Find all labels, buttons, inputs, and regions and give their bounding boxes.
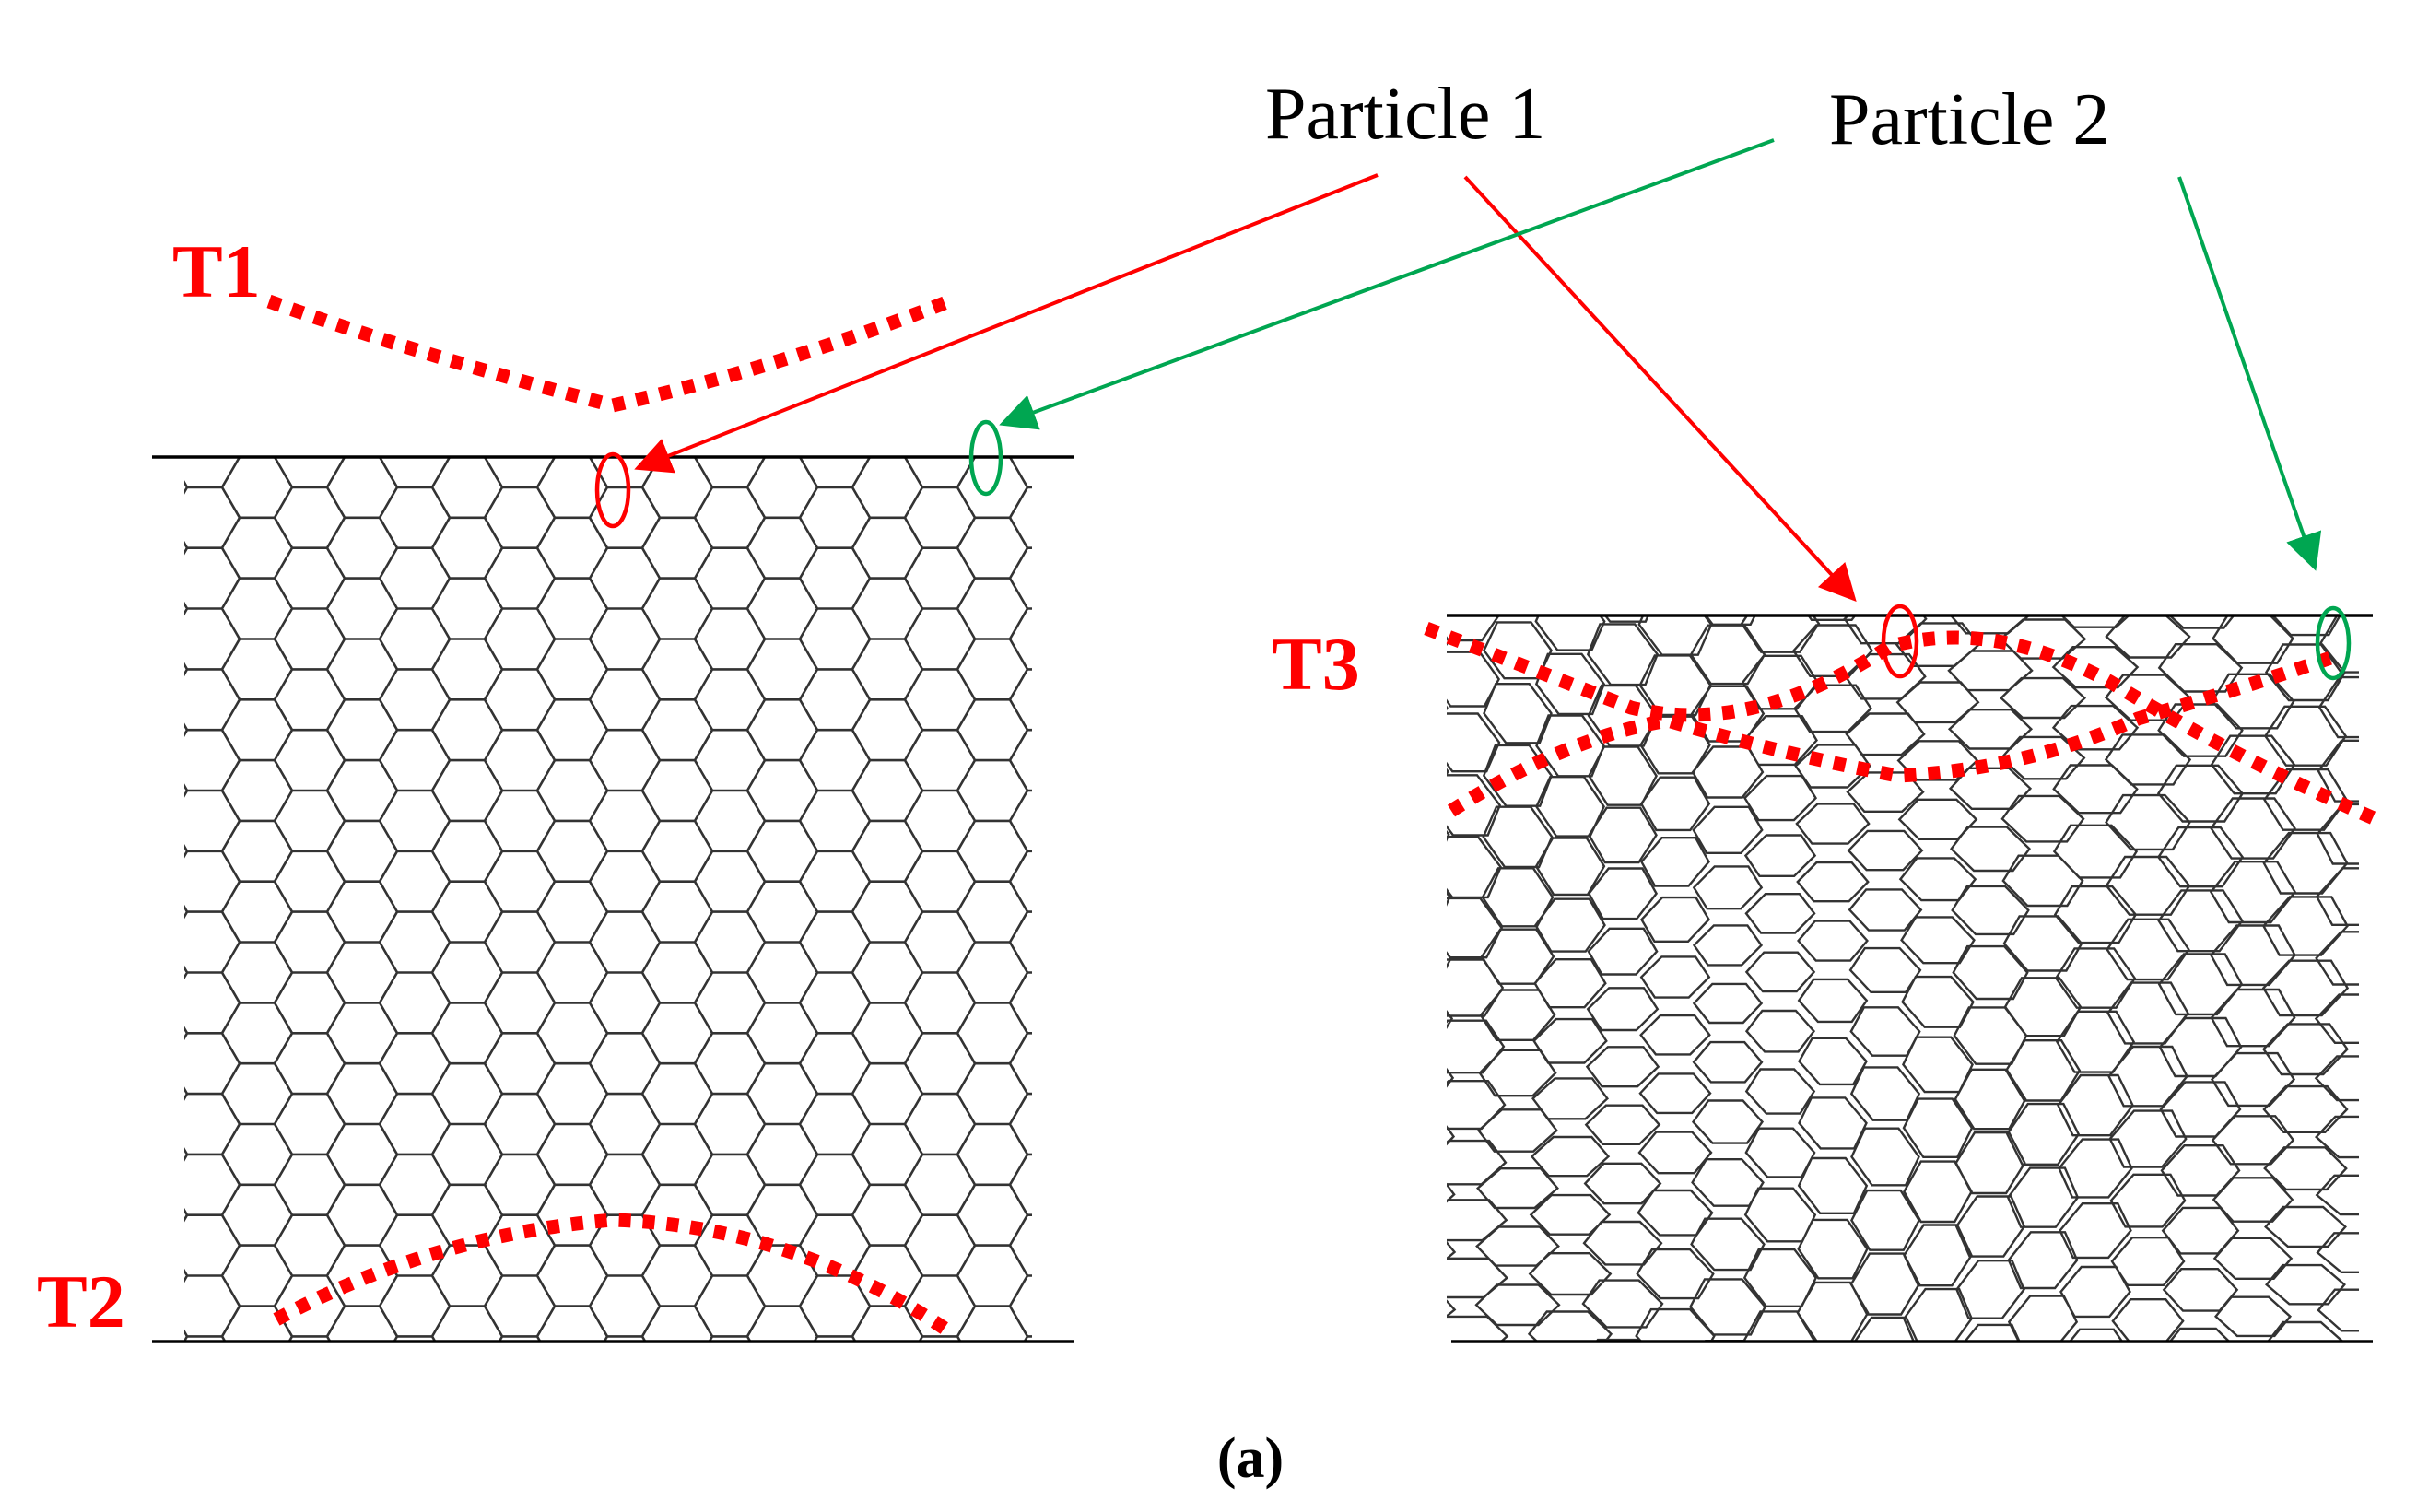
figure-caption: (a) bbox=[1217, 1427, 1284, 1490]
particle1-marker-right bbox=[1881, 604, 1919, 679]
particle2-marker-right bbox=[2315, 605, 2352, 681]
particle1-label: Particle 1 bbox=[1265, 74, 1545, 155]
particle2-arrow-left bbox=[999, 138, 1775, 430]
t3-label: T3 bbox=[1272, 622, 1360, 706]
t2-label: T2 bbox=[37, 1260, 125, 1343]
undeformed-mesh bbox=[152, 455, 1074, 1343]
mesh-cells bbox=[1447, 615, 2359, 1342]
trajectory-t1 bbox=[266, 293, 956, 413]
particle2-label: Particle 2 bbox=[1829, 79, 2109, 160]
mesh-cells bbox=[184, 457, 1032, 1342]
particle2-arrow-right bbox=[2177, 176, 2322, 571]
particle2-marker-left bbox=[968, 419, 1003, 497]
particle1-marker-left bbox=[594, 451, 631, 529]
trajectory-t3-lower bbox=[1447, 649, 2339, 817]
particle1-arrow-right bbox=[1463, 175, 1857, 602]
particle1-arrow-left bbox=[634, 173, 1379, 474]
t1-label: T1 bbox=[172, 229, 261, 313]
